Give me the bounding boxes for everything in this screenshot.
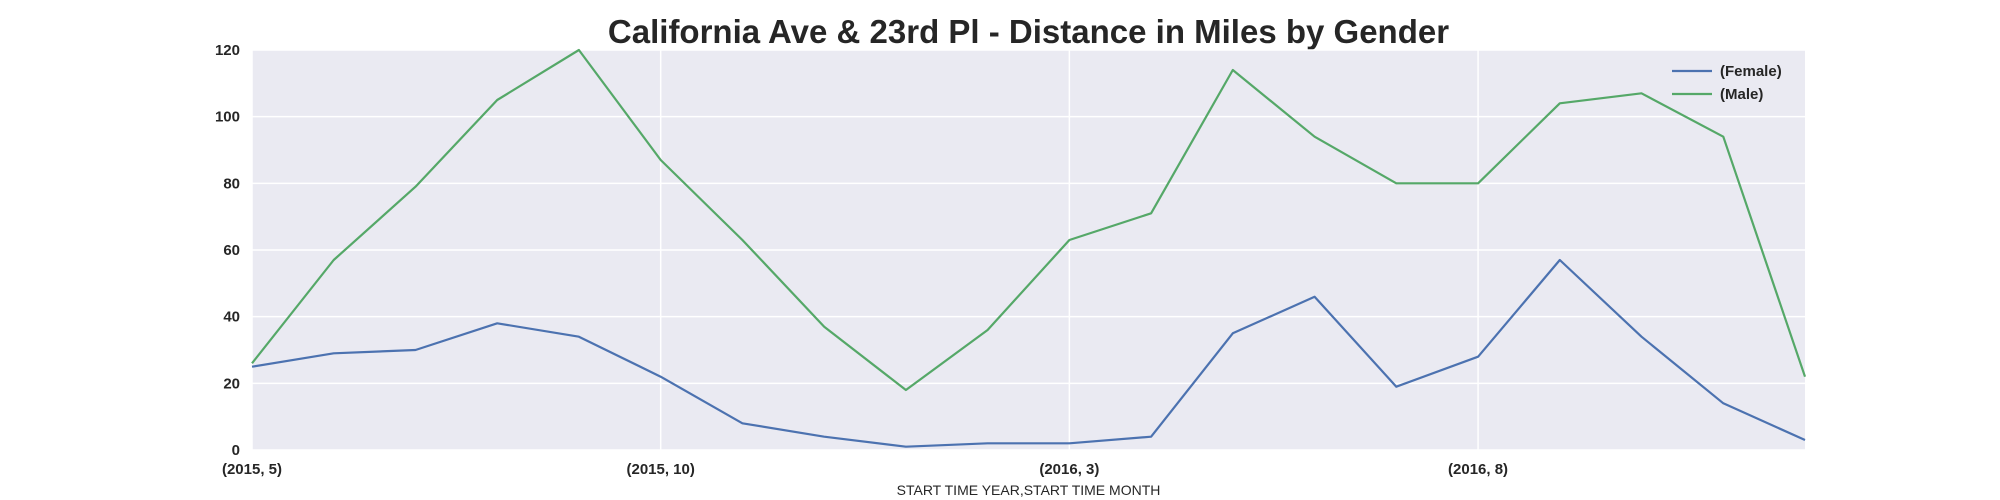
- y-tick-label: 60: [223, 242, 240, 259]
- x-axis: (2015, 5) (2015, 10) (2016, 3) (2016, 8): [222, 461, 1508, 478]
- y-tick-label: 40: [223, 309, 240, 326]
- y-tick-label: 80: [223, 175, 240, 192]
- x-axis-label: START TIME YEAR,START TIME MONTH: [897, 482, 1161, 498]
- y-axis: 0 20 40 60 80 100 120: [215, 42, 240, 459]
- x-tick-label: (2016, 8): [1448, 461, 1508, 478]
- series-line-female: [251, 258, 1806, 448]
- x-tick-label: (2015, 10): [626, 461, 694, 478]
- legend-entry: (Male): [1720, 86, 1763, 103]
- grid: [251, 49, 1805, 451]
- chart-title: California Ave & 23rd Pl - Distance in M…: [608, 13, 1449, 50]
- x-tick-label: (2015, 5): [222, 461, 282, 478]
- y-tick-label: 20: [223, 375, 240, 392]
- series-line-male: [251, 48, 1807, 392]
- legend-entry: (Female): [1720, 63, 1782, 80]
- series-layer: [251, 48, 1807, 448]
- x-tick-label: (2016, 3): [1039, 461, 1099, 478]
- y-tick-label: 0: [232, 442, 240, 459]
- legend: (Female) (Male): [1672, 63, 1782, 103]
- y-tick-label: 120: [215, 42, 240, 59]
- y-tick-label: 100: [215, 109, 240, 126]
